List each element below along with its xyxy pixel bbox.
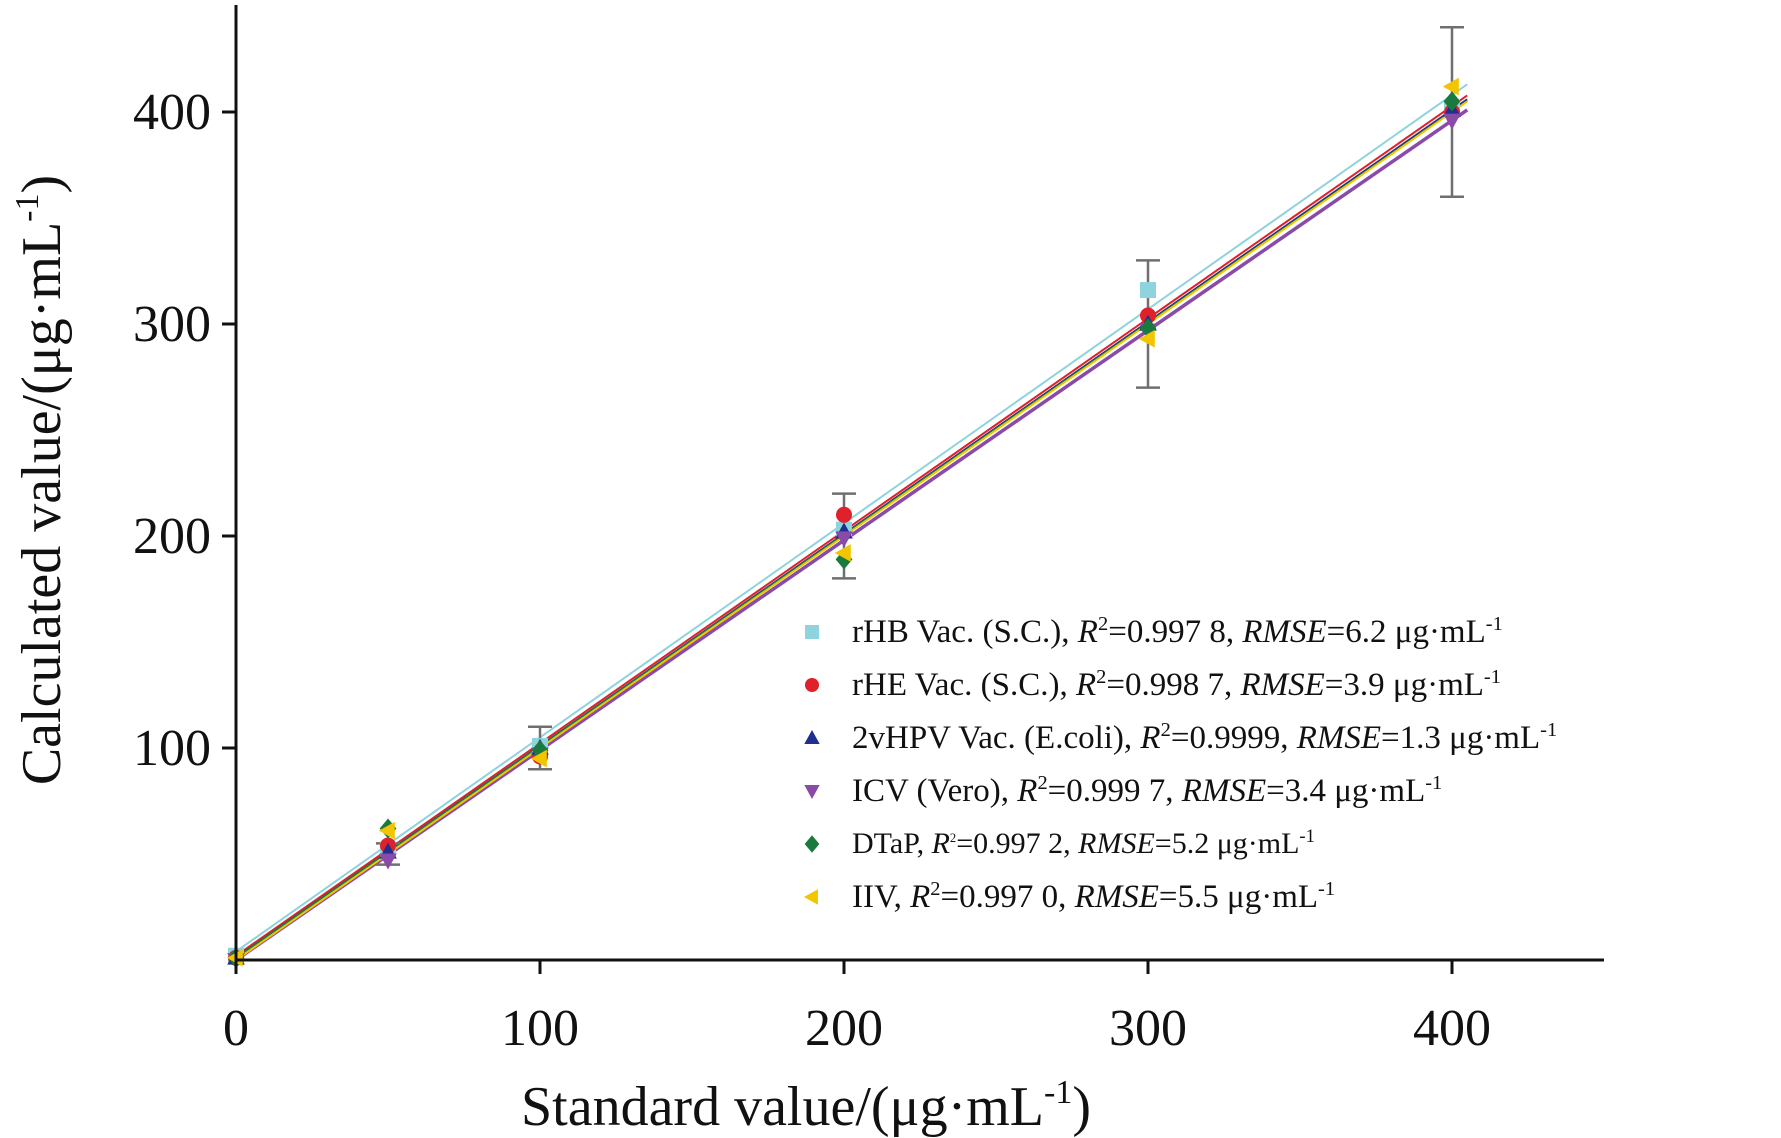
diamond-marker-icon bbox=[804, 835, 820, 853]
legend-series-name: rHB Vac. (S.C.) bbox=[852, 614, 1062, 650]
x-axis-label: Standard value/(μg·mL-1) bbox=[521, 1074, 1091, 1138]
legend-unit-sup: -1 bbox=[1299, 826, 1315, 847]
point-square-0-4 bbox=[1140, 282, 1156, 299]
circle-marker-icon bbox=[805, 678, 819, 692]
legend-r2-value: 0.997 0 bbox=[959, 879, 1059, 915]
x-tick-label: 0 bbox=[223, 1000, 249, 1057]
axes bbox=[234, 5, 1604, 962]
legend-r-sup: 2 bbox=[930, 878, 941, 900]
legend-rmse-label: RMSE bbox=[1242, 614, 1327, 650]
legend-series-name: rHE Vac. (S.C.) bbox=[852, 667, 1060, 703]
legend-r-label: R bbox=[931, 827, 950, 860]
legend-label: ICV (Vero), R2=0.999 7, RMSE=3.4 μg·mL-1 bbox=[852, 772, 1443, 809]
legend-unit-sup: -1 bbox=[1318, 878, 1336, 900]
data-points bbox=[226, 77, 1461, 970]
triangle-up-marker-icon bbox=[804, 729, 820, 744]
y-tick-label: 200 bbox=[133, 508, 211, 565]
y-tick-label: 100 bbox=[133, 720, 211, 777]
legend-r-label: R bbox=[1077, 614, 1098, 650]
legend-r2-value: 0.997 8 bbox=[1126, 614, 1226, 650]
legend-r-sup: 2 bbox=[1037, 772, 1048, 794]
point-triangle-down-3-3 bbox=[835, 531, 853, 548]
square-marker-icon bbox=[805, 625, 819, 639]
point-triangle-left-5-4 bbox=[1138, 330, 1155, 348]
legend-rmse-value: 5.5 bbox=[1177, 879, 1219, 915]
y-tick-label: 400 bbox=[133, 84, 211, 141]
legend-r2-value: 0.9999 bbox=[1189, 720, 1281, 756]
legend-unit: μg·mL bbox=[1334, 773, 1426, 809]
y-tick-label: 300 bbox=[133, 296, 211, 353]
point-triangle-left-5-2 bbox=[530, 749, 547, 768]
legend-unit: μg·mL bbox=[1392, 667, 1484, 703]
legend-unit: μg·mL bbox=[1227, 879, 1319, 915]
legend-r-sup: 2 bbox=[1160, 719, 1171, 741]
point-triangle-left-5-1 bbox=[378, 821, 395, 840]
legend-rmse-label: RMSE bbox=[1296, 720, 1381, 756]
legend-unit-sup: -1 bbox=[1425, 772, 1443, 794]
x-tick-label: 200 bbox=[805, 1000, 883, 1057]
legend-label: rHB Vac. (S.C.), R2=0.997 8, RMSE=6.2 μg… bbox=[852, 613, 1503, 650]
legend-r2-value: 0.999 7 bbox=[1066, 773, 1166, 809]
legend-label: 2vHPV Vac. (E.coli), R2=0.9999, RMSE=1.3… bbox=[852, 719, 1558, 756]
legend-r-label: R bbox=[1140, 720, 1161, 756]
legend-unit: μg·mL bbox=[1216, 827, 1300, 860]
legend-rmse-value: 3.4 bbox=[1284, 773, 1326, 809]
legend-r-label: R bbox=[910, 879, 931, 915]
x-tick-label: 300 bbox=[1109, 1000, 1187, 1057]
legend-r-label: R bbox=[1017, 773, 1038, 809]
legend-label: DTaP, R2=0.997 2, RMSE=5.2 μg·mL-1 bbox=[852, 826, 1315, 860]
legend-unit-sup: -1 bbox=[1540, 719, 1558, 741]
legend-series-name: DTaP bbox=[852, 827, 917, 860]
legend-rmse-value: 1.3 bbox=[1399, 720, 1441, 756]
legend-rmse-label: RMSE bbox=[1240, 667, 1325, 703]
legend-series-name: ICV (Vero) bbox=[852, 773, 1001, 809]
legend-r-sup: 2 bbox=[1097, 613, 1109, 635]
legend-rmse-label: RMSE bbox=[1078, 827, 1155, 860]
legend-rmse-value: 6.2 bbox=[1345, 614, 1387, 650]
x-tick-label: 400 bbox=[1413, 1000, 1491, 1057]
legend-unit: μg·mL bbox=[1394, 614, 1486, 650]
legend-unit-sup: -1 bbox=[1485, 613, 1503, 635]
legend-rmse-value: 5.2 bbox=[1171, 827, 1210, 860]
legend-series-name: IIV bbox=[852, 879, 894, 915]
point-circle-1-3 bbox=[836, 506, 852, 523]
legend-r-sup: 2 bbox=[949, 831, 957, 845]
fit-line-0 bbox=[235, 83, 1468, 953]
legend-rmse-label: RMSE bbox=[1074, 879, 1159, 915]
legend-r-sup: 2 bbox=[1096, 666, 1107, 688]
point-triangle-left-5-5 bbox=[1442, 77, 1459, 96]
legend-unit: μg·mL bbox=[1449, 720, 1541, 756]
x-tick-label: 100 bbox=[501, 1000, 579, 1057]
y-axis-label: Calculated value/(μg·mL-1) bbox=[9, 175, 73, 785]
legend-rmse-value: 3.9 bbox=[1343, 667, 1385, 703]
legend-r-label: R bbox=[1075, 667, 1097, 703]
point-triangle-down-3-5 bbox=[1443, 113, 1461, 130]
point-triangle-left-5-3 bbox=[834, 544, 851, 562]
triangle-left-marker-icon bbox=[803, 889, 818, 905]
legend-series-name: 2vHPV Vac. (E.coli) bbox=[852, 720, 1124, 756]
legend-rmse-label: RMSE bbox=[1181, 773, 1267, 809]
legend-label: rHE Vac. (S.C.), R2=0.998 7, RMSE=3.9 μg… bbox=[852, 666, 1501, 703]
point-triangle-down-3-1 bbox=[379, 853, 397, 870]
legend-label: IIV, R2=0.997 0, RMSE=5.5 μg·mL-1 bbox=[852, 878, 1336, 915]
legend-r2-value: 0.998 7 bbox=[1124, 667, 1224, 703]
point-diamond-4-5 bbox=[1443, 91, 1461, 112]
triangle-down-marker-icon bbox=[804, 785, 820, 800]
legend-r2-value: 0.997 2 bbox=[973, 827, 1064, 860]
tick-labels: 0 100 200 300 400 100 200 300 400 bbox=[133, 84, 1491, 1057]
legend-unit-sup: -1 bbox=[1483, 666, 1501, 688]
